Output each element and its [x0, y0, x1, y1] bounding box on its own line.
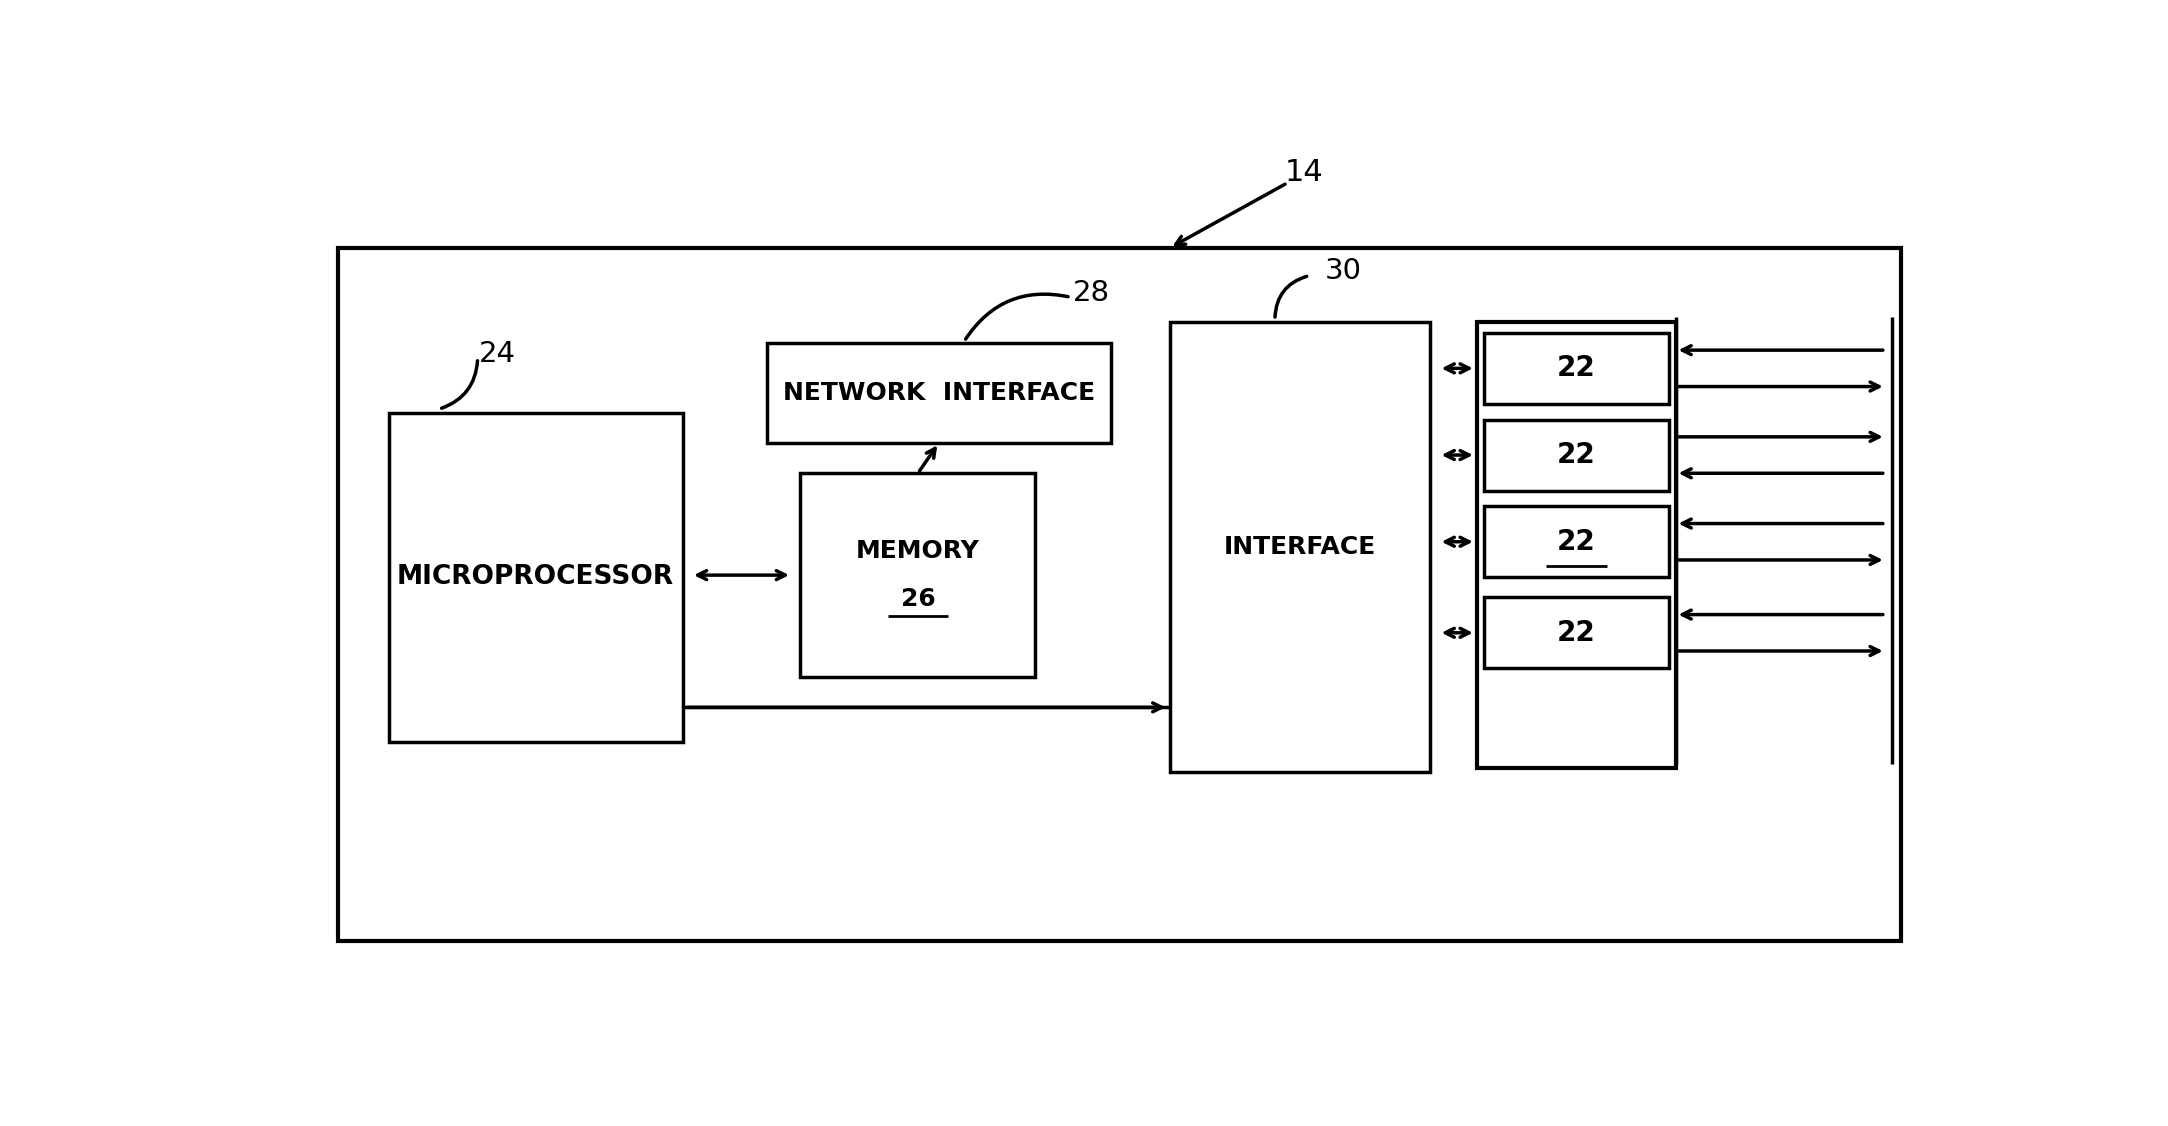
Text: 14: 14: [1286, 158, 1325, 187]
Bar: [1485, 507, 1669, 578]
Bar: [388, 412, 683, 742]
Bar: [338, 248, 1901, 941]
Text: 22: 22: [1557, 619, 1596, 646]
Bar: [1171, 322, 1431, 772]
Text: MICROPROCESSOR: MICROPROCESSOR: [397, 564, 674, 590]
Bar: [1485, 333, 1669, 404]
Bar: [800, 473, 1036, 677]
Text: 28: 28: [1073, 279, 1110, 307]
Text: INTERFACE: INTERFACE: [1225, 535, 1377, 558]
Text: 26: 26: [900, 588, 934, 611]
Text: MEMORY: MEMORY: [856, 539, 980, 563]
Text: 22: 22: [1557, 441, 1596, 470]
Bar: [767, 343, 1110, 443]
Bar: [1485, 597, 1669, 669]
Text: 22: 22: [1557, 528, 1596, 556]
Text: 24: 24: [479, 340, 516, 367]
Bar: [1485, 420, 1669, 491]
Text: 22: 22: [1557, 355, 1596, 383]
Text: 30: 30: [1325, 257, 1362, 285]
Bar: [1476, 322, 1676, 768]
Text: NETWORK  INTERFACE: NETWORK INTERFACE: [783, 381, 1095, 405]
